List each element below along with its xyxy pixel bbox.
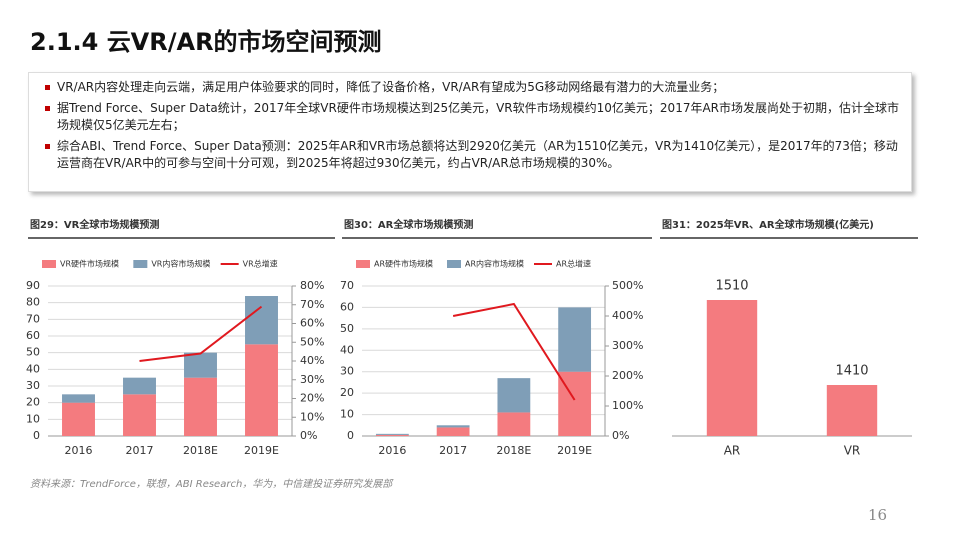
y-tick-label: 80 xyxy=(26,296,40,309)
bar-segment xyxy=(184,377,217,436)
y-tick-label: 40 xyxy=(340,343,354,356)
x-tick-label: 2018E xyxy=(183,444,218,457)
page-number: 16 xyxy=(868,506,888,524)
y-tick-label: 40 xyxy=(26,362,40,375)
slide-title: 2.1.4 云VR/AR的市场空间预测 xyxy=(30,28,382,56)
bar-segment xyxy=(245,296,278,345)
source-note: 资料来源：TrendForce，联想，ABI Research，华为，中信建投证… xyxy=(30,479,393,490)
y-tick-label: 90 xyxy=(26,279,40,292)
x-tick-label: 2016 xyxy=(378,444,406,457)
bar-segment xyxy=(123,394,156,436)
y2-tick-label: 0% xyxy=(300,429,317,442)
legend-label: AR硬件市场规模 xyxy=(374,259,433,269)
legend-swatch xyxy=(447,260,461,268)
y2-tick-label: 60% xyxy=(300,317,324,330)
legend-label: AR内容市场规模 xyxy=(465,259,524,269)
y2-tick-label: 100% xyxy=(612,399,643,412)
y-tick-label: 30 xyxy=(26,379,40,392)
y-tick-label: 30 xyxy=(340,365,354,378)
growth-line xyxy=(452,302,576,401)
bar-segment xyxy=(62,394,95,403)
y2-tick-label: 10% xyxy=(300,410,324,423)
legend-label: VR硬件市场规模 xyxy=(60,259,119,269)
chart-title: 图29：VR全球市场规模预测 xyxy=(30,218,159,231)
legend-label: VR总增速 xyxy=(243,259,278,269)
bar-segment xyxy=(436,425,470,428)
y2-tick-label: 0% xyxy=(612,429,629,442)
x-tick-label: AR xyxy=(724,444,741,458)
y-tick-label: 60 xyxy=(26,329,40,342)
y2-tick-label: 80% xyxy=(300,279,324,292)
y2-tick-label: 50% xyxy=(300,335,324,348)
legend-swatch xyxy=(133,260,148,268)
y2-tick-label: 400% xyxy=(612,309,643,322)
y2-tick-label: 500% xyxy=(612,279,643,292)
y2-tick-label: 300% xyxy=(612,339,643,352)
bar-segment xyxy=(123,377,156,395)
bar-segment xyxy=(375,434,409,436)
y-tick-label: 10 xyxy=(26,412,40,425)
x-tick-label: 2018E xyxy=(496,444,531,457)
bar-segment xyxy=(184,352,217,378)
bullet: 据Trend Force、Super Data统计，2017年全球VR硬件市场规… xyxy=(45,100,899,135)
bar-segment xyxy=(497,412,531,436)
bullet: VR/AR内容处理走向云端，满足用户体验要求的同时，降低了设备价格，VR/AR有… xyxy=(45,79,899,97)
bar-segment xyxy=(497,378,531,413)
bar-segment xyxy=(436,427,470,436)
y2-tick-label: 20% xyxy=(300,392,324,405)
legend-label: VR内容市场规模 xyxy=(151,259,210,269)
growth-line xyxy=(139,305,263,362)
y-tick-label: 0 xyxy=(347,429,354,442)
x-tick-label: 2017 xyxy=(439,444,467,457)
bar xyxy=(706,300,758,436)
bullet: 综合ABI、Trend Force、Super Data预测：2025年AR和V… xyxy=(45,138,899,173)
bar-segment xyxy=(245,344,278,436)
x-tick-label: VR xyxy=(844,444,861,458)
bar xyxy=(826,385,878,436)
legend-swatch xyxy=(42,260,56,268)
bar-segment xyxy=(62,402,95,436)
y-tick-label: 0 xyxy=(33,429,40,442)
y-tick-label: 10 xyxy=(340,408,354,421)
y-tick-label: 50 xyxy=(340,322,354,335)
bullet-box: VR/AR内容处理走向云端，满足用户体验要求的同时，降低了设备价格，VR/AR有… xyxy=(28,72,912,192)
x-tick-label: 2019E xyxy=(557,444,592,457)
bar-segment xyxy=(375,433,409,435)
y-tick-label: 70 xyxy=(340,279,354,292)
y-tick-label: 20 xyxy=(26,396,40,409)
value-label: 1410 xyxy=(835,364,868,379)
y2-tick-label: 200% xyxy=(612,369,643,382)
y-tick-label: 20 xyxy=(340,386,354,399)
legend-swatch xyxy=(356,260,370,268)
y-tick-label: 50 xyxy=(26,346,40,359)
legend-label: AR总增速 xyxy=(556,259,591,269)
x-tick-label: 2017 xyxy=(126,444,154,457)
y2-tick-label: 70% xyxy=(300,298,324,311)
y2-tick-label: 40% xyxy=(300,354,324,367)
x-tick-label: 2016 xyxy=(65,444,93,457)
x-tick-label: 2019E xyxy=(244,444,279,457)
y2-tick-label: 30% xyxy=(300,373,324,386)
y-tick-label: 70 xyxy=(26,312,40,325)
chart-title: 图30：AR全球市场规模预测 xyxy=(344,218,473,231)
chart-title: 图31：2025年VR、AR全球市场规模(亿美元) xyxy=(662,218,874,231)
bar-segment xyxy=(558,307,592,372)
value-label: 1510 xyxy=(715,279,748,294)
y-tick-label: 60 xyxy=(340,300,354,313)
